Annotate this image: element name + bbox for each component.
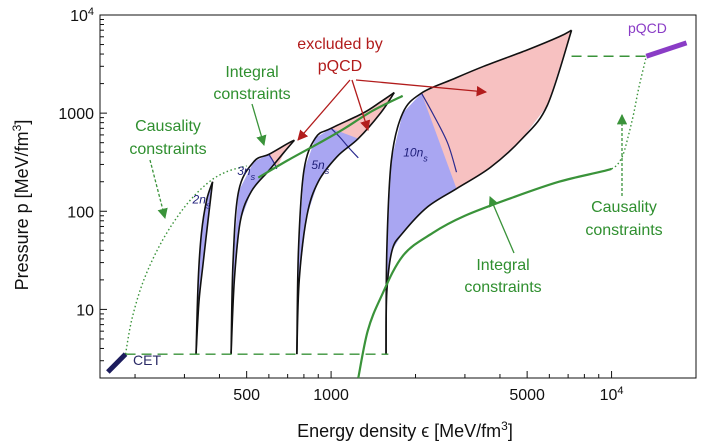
axes-layer <box>100 14 697 378</box>
x-axis-title-sup: 3 <box>501 419 508 433</box>
cet-label: CET <box>133 352 161 368</box>
excluded-arrow-to-5ns <box>351 79 371 131</box>
causality-left-label-line1: Causality <box>135 118 201 135</box>
causality-left-arrow <box>149 159 168 220</box>
band-10ns-upper-edge <box>385 29 572 355</box>
y-tick-label-2: 1000 <box>58 106 94 123</box>
y-tick-label-1: 100 <box>67 204 94 221</box>
band-3ns-upper-edge <box>230 139 295 355</box>
y-axis-title-main: Pressure p [MeV/fm <box>12 131 32 290</box>
band-5ns-lower-edge <box>296 92 395 355</box>
causality-left-label-line2: constraints <box>129 141 206 158</box>
band-5ns-cap-edge <box>330 127 359 159</box>
band-10ns-cap-edge <box>420 92 458 173</box>
x-tick-label-3: 104 <box>600 385 624 404</box>
integral-top-arrow <box>251 103 267 146</box>
x-tick-label-1: 1000 <box>313 387 349 404</box>
plot-frame <box>99 14 697 379</box>
band-10ns-lower-edge <box>385 29 573 355</box>
labels-layer: 500 1000 5000 104 10 100 1000 104 <box>58 6 623 404</box>
y-axis-title: Pressure p [MeV/fm3] <box>10 120 32 291</box>
y-axis-title-sup: 3 <box>10 124 24 131</box>
causality-right-label-line2: constraints <box>585 222 662 239</box>
cet-segment <box>106 352 128 374</box>
band-5ns-allowed <box>296 92 395 355</box>
band-2ns-upper-edge <box>195 181 214 355</box>
y-tick-label-3: 104 <box>70 6 94 25</box>
x-axis-title-end: ] <box>508 421 513 441</box>
annotations-layer: 2ns 3ns 5ns 10ns excluded by pQCD Integral cons… <box>129 20 667 368</box>
lines-layer <box>106 29 688 379</box>
excluded-by-label: excluded by <box>297 36 382 53</box>
integral-top-label-line2: constraints <box>213 86 290 103</box>
integral-bottom-label-line2: constraints <box>464 279 541 296</box>
x-tick-label-2: 5000 <box>509 387 545 404</box>
band-5ns-upper-edge <box>296 91 395 355</box>
x-axis-title: Energy density ϵ [MeV/fm3] <box>297 419 513 441</box>
causality-right-label-line1: Causality <box>591 199 657 216</box>
band-label-10ns: 10ns <box>403 146 428 164</box>
causality-constraint-right-line <box>611 56 647 170</box>
x-tick-label-0: 500 <box>233 387 260 404</box>
x-axis-title-main: Energy density ϵ [MeV/fm <box>297 421 501 441</box>
band-3ns-allowed <box>231 140 295 355</box>
band-label-3ns: 3ns <box>237 164 255 182</box>
pqcd-label: pQCD <box>628 20 667 36</box>
excluded-arrow-to-10ns <box>355 79 488 97</box>
band-2ns-lower-edge <box>195 181 214 355</box>
band-label-2ns: 2ns <box>192 193 211 211</box>
band-10ns-excluded <box>421 30 572 189</box>
causality-constraint-left-line <box>124 165 247 355</box>
integral-constraint-lower-line <box>357 167 612 379</box>
band-label-5ns: 5ns <box>311 158 329 176</box>
integral-bottom-label-line1: Integral <box>476 257 529 274</box>
excluded-arrow-to-3ns <box>297 79 351 141</box>
integral-bottom-arrow <box>488 196 515 254</box>
y-tick-label-0: 10 <box>76 302 94 319</box>
integral-constraint-upper-line <box>257 94 404 179</box>
excluded-pqcd-label: pQCD <box>318 58 362 75</box>
pqcd-segment <box>645 40 688 59</box>
y-axis-title-end: ] <box>12 120 32 125</box>
integral-top-label-line1: Integral <box>225 64 278 81</box>
band-3ns-lower-edge <box>230 139 296 355</box>
